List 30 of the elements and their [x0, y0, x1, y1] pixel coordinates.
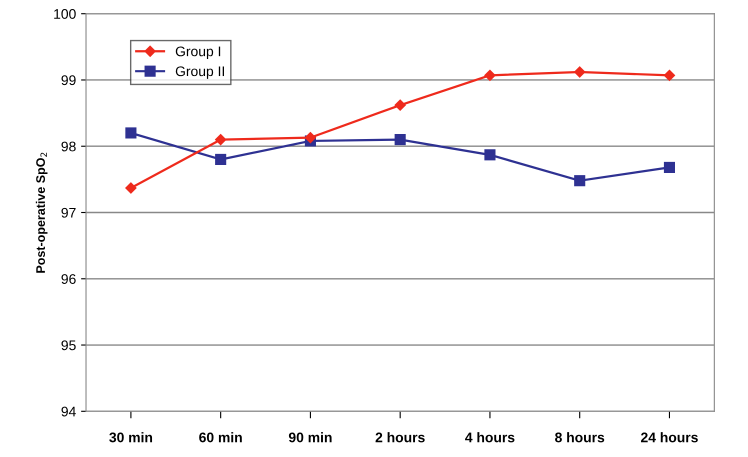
- legend-label: Group I: [176, 46, 220, 60]
- point: [394, 100, 406, 111]
- x-tick-label: 2 hours: [376, 432, 425, 442]
- point: [574, 175, 586, 186]
- x-tick-label: 90 min: [288, 432, 332, 442]
- point: [664, 162, 676, 173]
- y-tick-label: 97: [62, 208, 76, 218]
- x-tick-label: 60 min: [199, 432, 242, 442]
- y-tick-label: 94: [62, 406, 76, 416]
- point: [215, 134, 226, 146]
- legend-label: Group II: [176, 66, 224, 79]
- y-tick-label: 96: [62, 274, 76, 284]
- y-tick-label: 98: [62, 142, 76, 152]
- point: [574, 66, 586, 78]
- x-tick-label: 24 hours: [641, 432, 698, 442]
- y-axis-title: Post-operative SpO$_{2}$: [36, 152, 48, 273]
- point: [484, 70, 496, 81]
- point: [125, 127, 136, 139]
- y-tick-label: 99: [62, 75, 76, 86]
- y-tick-label: 100: [54, 9, 76, 19]
- x-tick-label: 4 hours: [465, 432, 514, 442]
- x-tick-label: 30 min: [109, 432, 152, 442]
- point: [215, 154, 226, 166]
- x-tick-label: 8 hours: [555, 432, 604, 442]
- point: [304, 132, 316, 144]
- point: [484, 149, 496, 160]
- point: [125, 182, 137, 194]
- point: [394, 134, 406, 146]
- y-tick-label: 95: [62, 340, 76, 350]
- point: [664, 70, 676, 81]
